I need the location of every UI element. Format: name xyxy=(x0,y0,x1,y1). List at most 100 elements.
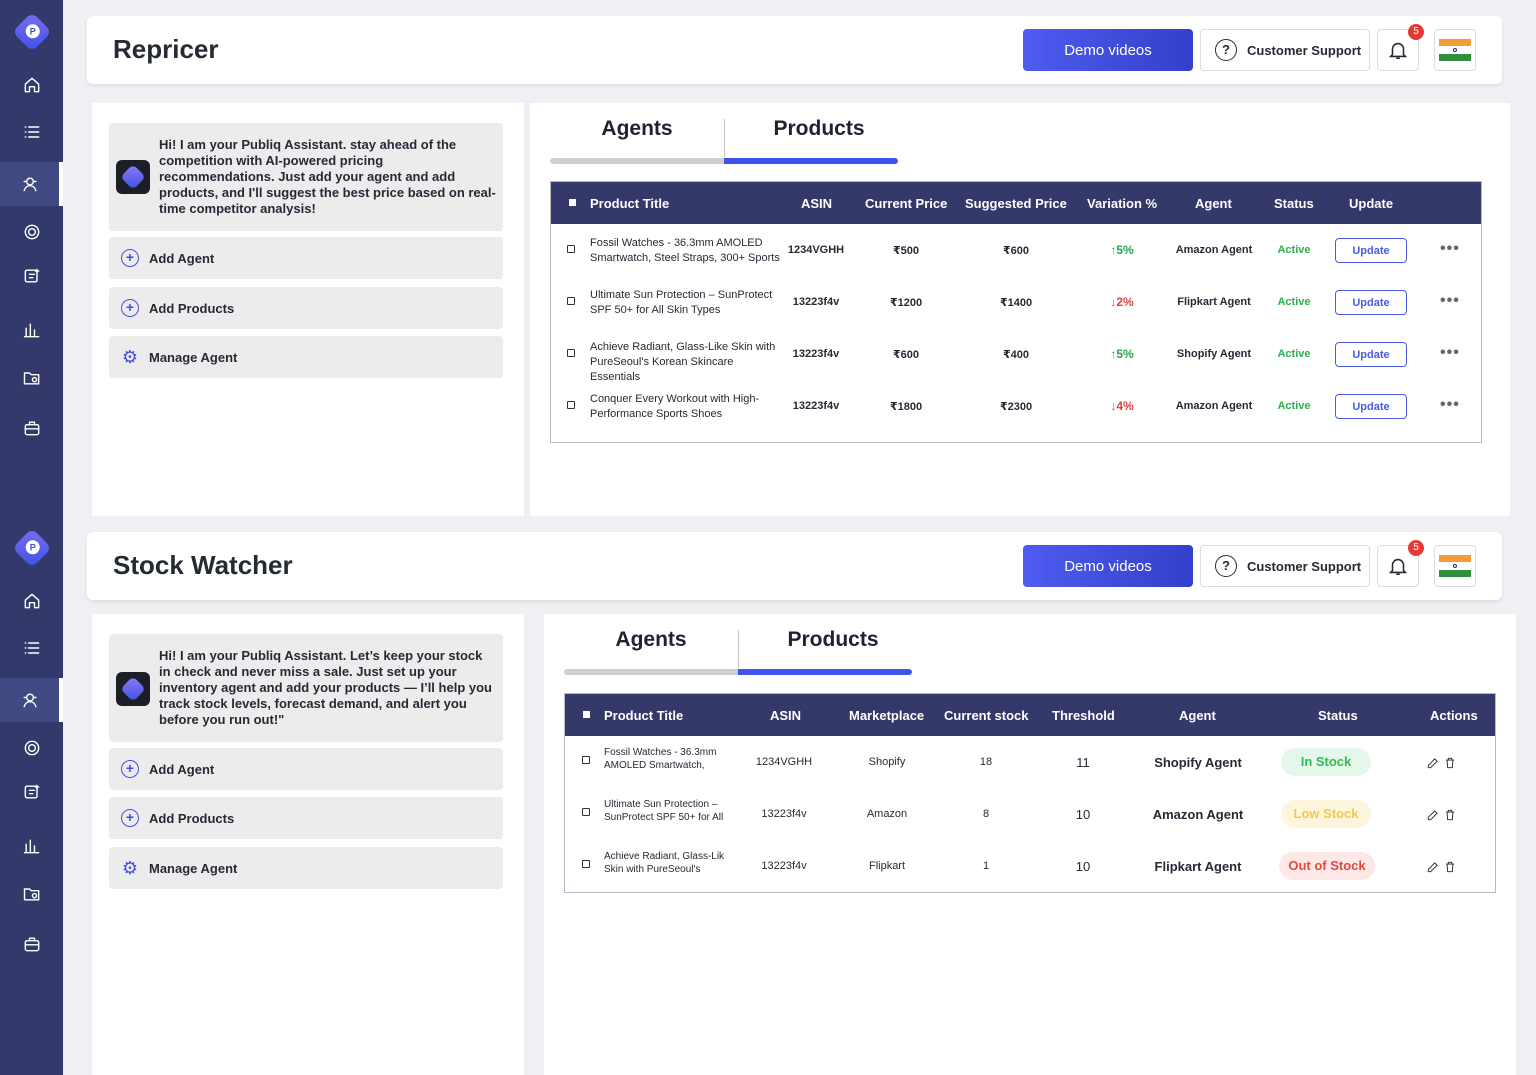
marketplace: Shopify xyxy=(868,756,906,768)
tab-products[interactable]: Products xyxy=(773,117,865,140)
row-checkbox[interactable] xyxy=(567,349,575,357)
notifications-button[interactable]: 5 xyxy=(1377,540,1424,587)
sidebar-item-home[interactable] xyxy=(0,579,63,623)
add-products-label: Add Products xyxy=(149,810,235,826)
bell-icon xyxy=(1388,558,1408,576)
current-price: ₹600 xyxy=(892,349,919,361)
briefcase-icon xyxy=(24,937,39,952)
agent-name: Amazon Agent xyxy=(1175,400,1253,412)
tab-agents[interactable]: Agents xyxy=(601,117,673,140)
add-products-button[interactable]: + Add Products xyxy=(109,797,503,839)
edit-icon[interactable] xyxy=(1426,860,1440,877)
assistant-text: Hi! I am your Publiq Assistant. Let’s ke… xyxy=(159,648,492,727)
row-checkbox[interactable] xyxy=(567,297,575,305)
edit-icon[interactable] xyxy=(1426,756,1440,773)
delete-icon[interactable] xyxy=(1443,860,1457,877)
update-button[interactable]: Update xyxy=(1335,290,1407,315)
status-badge: Active xyxy=(1277,348,1311,360)
row-checkbox[interactable] xyxy=(582,808,590,816)
col-status: Status xyxy=(1318,708,1358,723)
sidebar-item-list[interactable] xyxy=(0,626,63,670)
repricer-icon xyxy=(24,740,39,756)
update-button[interactable]: Update xyxy=(1335,394,1407,419)
demo-videos-button[interactable]: Demo videos xyxy=(1023,545,1193,587)
sidebar-item-repricer[interactable] xyxy=(0,726,63,770)
row-checkbox[interactable] xyxy=(567,401,575,409)
delete-icon[interactable] xyxy=(1443,808,1457,825)
table-row: Achieve Radiant, Glass-Lik Skin with Pur… xyxy=(565,842,1495,894)
delete-icon[interactable] xyxy=(1443,756,1457,773)
logo-letter: P xyxy=(25,24,40,39)
sidebar-item-chart[interactable] xyxy=(0,308,63,352)
more-options-icon[interactable]: ••• xyxy=(1440,396,1460,413)
tab-divider xyxy=(724,119,725,157)
more-options-icon[interactable]: ••• xyxy=(1440,292,1460,309)
sidebar-item-briefcase[interactable] xyxy=(0,406,63,450)
folder-icon xyxy=(23,372,39,385)
sidebar-item-stock[interactable] xyxy=(0,770,63,814)
add-agent-button[interactable]: + Add Agent xyxy=(109,237,503,279)
row-checkbox[interactable] xyxy=(567,245,575,253)
table-header: Product Title ASIN Marketplace Current s… xyxy=(565,694,1495,736)
sidebar-item-chart[interactable] xyxy=(0,824,63,868)
add-products-button[interactable]: + Add Products xyxy=(109,287,503,329)
sidebar-item-folder[interactable] xyxy=(0,872,63,916)
demo-videos-button[interactable]: Demo videos xyxy=(1023,29,1193,71)
chart-icon xyxy=(23,323,39,338)
notifications-button[interactable]: 5 xyxy=(1377,24,1424,71)
variation-value: ↑5% xyxy=(1110,243,1134,257)
update-button[interactable]: Update xyxy=(1335,238,1407,263)
customer-support-button[interactable]: ? Customer Support xyxy=(1200,29,1370,71)
help-icon: ? xyxy=(1215,555,1237,577)
sidebar-item-agent[interactable] xyxy=(0,162,63,206)
customer-support-button[interactable]: ? Customer Support xyxy=(1200,545,1370,587)
repricer-section: Repricer Demo videos ? Customer Support … xyxy=(63,0,1536,516)
more-options-icon[interactable]: ••• xyxy=(1440,240,1460,257)
row-checkbox[interactable] xyxy=(582,756,590,764)
col-asin: ASIN xyxy=(801,196,833,211)
status-badge: Out of Stock xyxy=(1279,852,1375,880)
notification-badge: 5 xyxy=(1408,24,1424,40)
app-logo-icon[interactable]: P xyxy=(12,12,52,52)
sidebar-item-agent[interactable] xyxy=(0,678,63,722)
product-title: Achieve Radiant, Glass-Lik Skin with Pur… xyxy=(604,851,725,875)
product-title: Achieve Radiant, Glass-Like Skin with Pu… xyxy=(590,341,776,383)
sidebar-item-home[interactable] xyxy=(0,63,63,107)
variation-value: ↓2% xyxy=(1110,295,1134,309)
edit-icon[interactable] xyxy=(1426,808,1440,825)
customer-support-label: Customer Support xyxy=(1247,558,1362,574)
assistant-message: Hi! I am your Publiq Assistant. Let’s ke… xyxy=(109,634,503,742)
app-logo-icon[interactable]: P xyxy=(12,528,52,568)
manage-agent-button[interactable]: ⚙ Manage Agent xyxy=(109,336,503,378)
sidebar-item-stock[interactable] xyxy=(0,254,63,298)
row-checkbox[interactable] xyxy=(582,860,590,868)
sidebar-item-repricer[interactable] xyxy=(0,210,63,254)
sidebar-item-list[interactable] xyxy=(0,110,63,154)
threshold: 10 xyxy=(1075,807,1091,822)
assistant-avatar xyxy=(116,672,150,706)
stock-table: Product Title ASIN Marketplace Current s… xyxy=(564,693,1496,893)
col-threshold: Threshold xyxy=(1052,708,1115,723)
agent-name: Shopify Agent xyxy=(1154,755,1242,770)
add-agent-button[interactable]: + Add Agent xyxy=(109,748,503,790)
sidebar-item-briefcase[interactable] xyxy=(0,922,63,966)
plus-circle-icon: + xyxy=(121,249,139,267)
manage-agent-button[interactable]: ⚙ Manage Agent xyxy=(109,847,503,889)
current-price: ₹500 xyxy=(892,245,919,257)
sidebar-item-folder[interactable] xyxy=(0,356,63,400)
col-current-stock: Current stock xyxy=(944,708,1029,723)
col-update: Update xyxy=(1349,196,1394,211)
tab-agents[interactable]: Agents xyxy=(615,628,687,651)
add-agent-label: Add Agent xyxy=(149,250,215,266)
select-all-checkbox[interactable] xyxy=(583,711,590,718)
select-all-checkbox[interactable] xyxy=(569,199,576,206)
sidebar: P xyxy=(0,0,63,516)
tab-products[interactable]: Products xyxy=(787,628,879,651)
india-flag-icon xyxy=(1439,39,1471,61)
more-options-icon[interactable]: ••• xyxy=(1440,344,1460,361)
update-button[interactable]: Update xyxy=(1335,342,1407,367)
language-button[interactable] xyxy=(1434,545,1476,587)
page-title: Repricer xyxy=(113,34,219,64)
language-button[interactable] xyxy=(1434,29,1476,71)
asin: 13223f4v xyxy=(792,400,840,412)
